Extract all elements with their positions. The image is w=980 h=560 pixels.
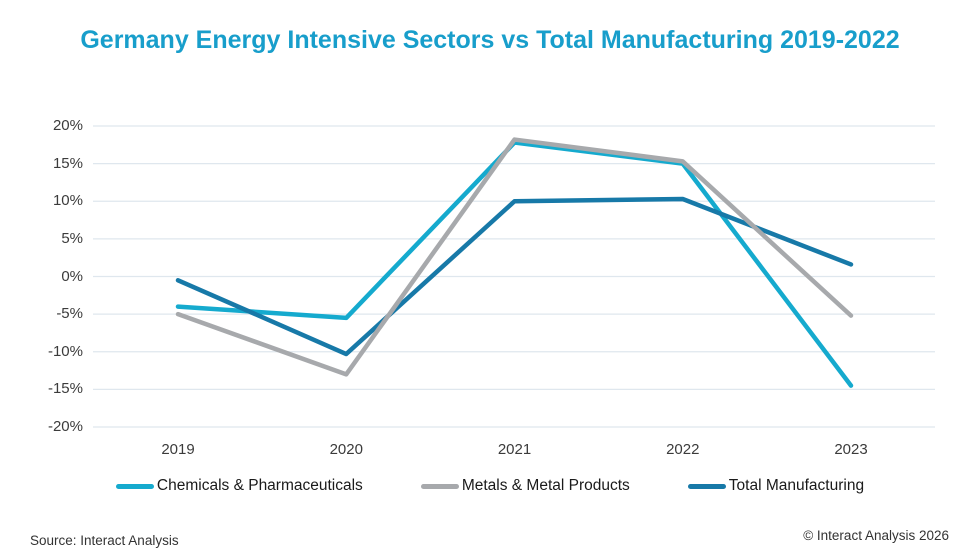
y-axis-label: -10%	[47, 342, 83, 360]
legend-label: Metals & Metal Products	[461, 477, 630, 494]
y-axis-label: -20%	[47, 418, 83, 435]
y-axis-label: 0%	[61, 267, 83, 285]
copyright-note: © Interact Analysis 2026	[803, 528, 949, 543]
series-line-2	[175, 196, 854, 357]
series-line-1	[175, 137, 854, 377]
legend-item-metals: Metals & Metal Products	[420, 477, 630, 495]
x-axis-label: 2020	[329, 441, 363, 458]
y-axis-label: 10%	[52, 192, 83, 210]
x-axis-label: 2021	[497, 441, 532, 458]
source-note: Source: Interact Analysis	[30, 533, 179, 548]
y-axis-label: -5%	[56, 305, 83, 323]
legend-item-total-manufacturing: Total Manufacturing	[687, 477, 865, 495]
legend-label: Chemicals & Pharmaceuticals	[156, 477, 363, 494]
legend-label: Total Manufacturing	[728, 477, 865, 494]
x-axis-label: 2022	[666, 441, 700, 458]
legend: Chemicals & Pharmaceuticals Metals & Met…	[0, 477, 980, 495]
y-axis-label: 5%	[61, 229, 83, 247]
y-axis-label: -15%	[47, 380, 83, 398]
y-axis-label: 15%	[52, 154, 83, 172]
legend-swatch-metals-icon	[420, 483, 459, 489]
legend-item-chemicals: Chemicals & Pharmaceuticals	[115, 477, 363, 495]
chart-title: Germany Energy Intensive Sectors vs Tota…	[80, 26, 900, 54]
legend-swatch-total-manufacturing-icon	[687, 483, 726, 489]
y-axis-label: 20%	[52, 117, 83, 134]
x-axis-label: 2023	[834, 441, 868, 458]
legend-swatch-chemicals-icon	[115, 483, 154, 489]
x-axis-label: 2019	[161, 441, 195, 458]
